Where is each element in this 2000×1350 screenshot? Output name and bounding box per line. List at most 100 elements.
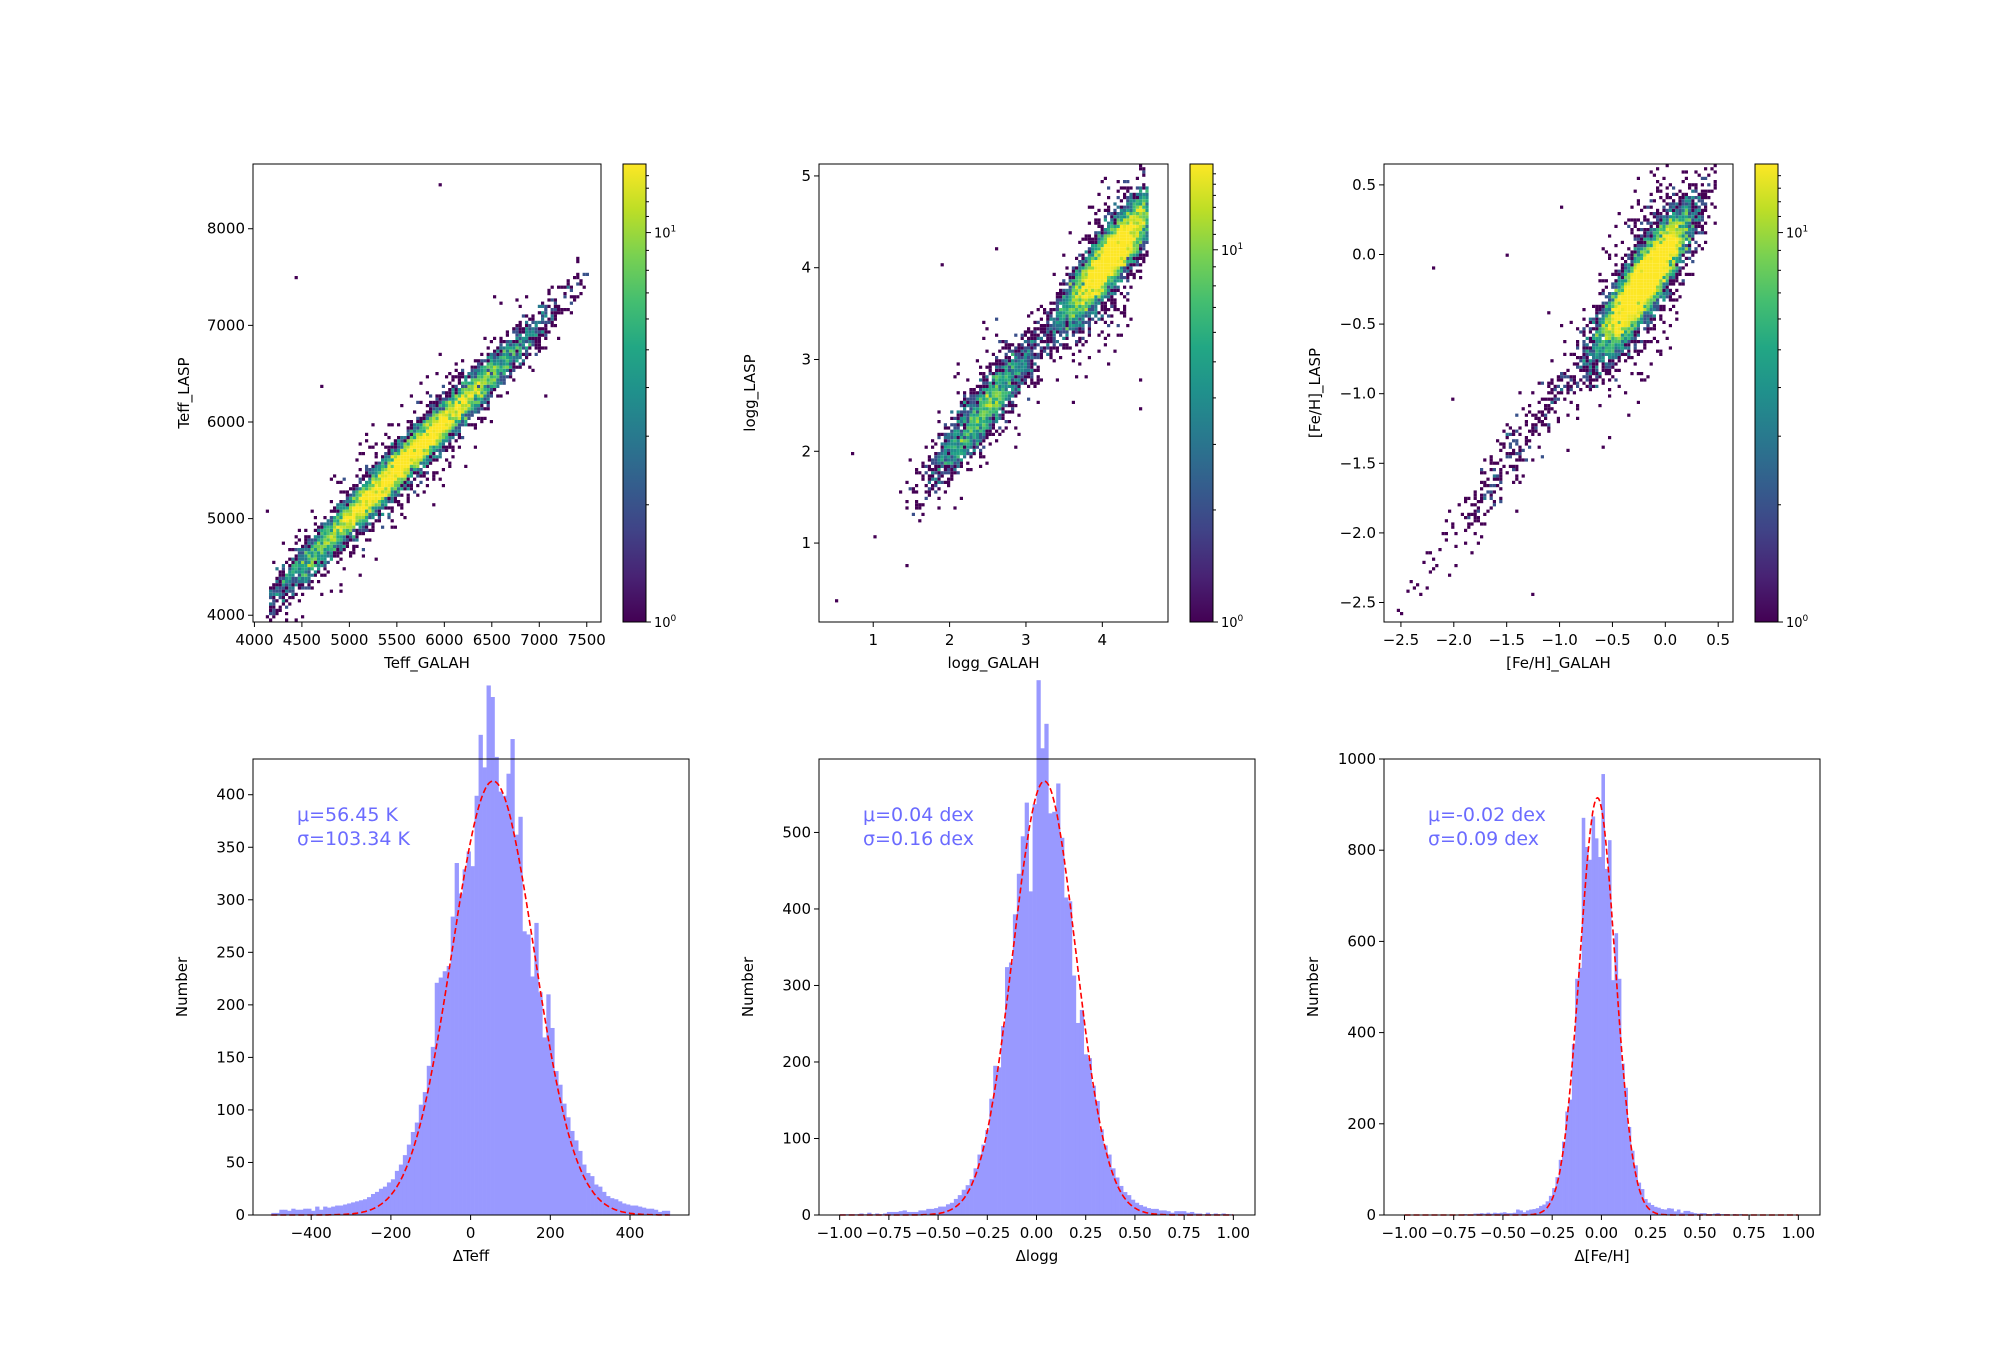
density-cell [1640,340,1644,344]
density-cell [451,445,455,449]
density-cell [502,349,506,353]
density-cell [975,420,979,424]
density-cell [1700,224,1704,228]
density-cell [1608,362,1612,366]
density-cell [1126,221,1130,225]
density-cell [1646,250,1650,254]
density-cell [966,452,970,456]
histogram-bar [942,1206,947,1215]
density-cell [406,474,410,478]
density-cell [1116,221,1120,225]
density-cell [1011,400,1015,404]
density-cell [1103,320,1107,324]
density-cell [1084,301,1088,305]
density-cell [448,416,452,420]
density-cell [294,592,298,596]
density-cell [1454,532,1458,536]
density-cell [281,541,285,545]
density-cell [1084,237,1088,241]
density-cell [1007,394,1011,398]
density-cell [1071,317,1075,321]
density-cell [390,448,394,452]
x-axis-label: ΔTeff [453,1247,490,1265]
density-cell [451,407,455,411]
density-cell [1614,368,1618,372]
density-cell [1601,346,1605,350]
density-cell [441,407,445,411]
density-cell [1704,196,1708,200]
density-cell [1467,516,1471,520]
density-cell [1588,352,1592,356]
density-cell [377,493,381,497]
density-cell [333,474,337,478]
density-cell [1608,388,1612,392]
density-cell [1123,247,1127,251]
density-cell [1011,352,1015,356]
density-cell [1620,282,1624,286]
density-cell [313,535,317,539]
density-cell [1512,464,1516,468]
density-cell [1624,260,1628,264]
density-cell [1659,285,1663,289]
density-cell [285,586,289,590]
colorbar-tick-label: 100 [654,614,677,631]
density-cell [1135,269,1139,273]
density-cell [1643,234,1647,238]
density-cell [982,429,986,433]
density-cell [374,442,378,446]
density-cell [1078,260,1082,264]
density-cell [1094,212,1098,216]
density-cell [371,474,375,478]
density-cell [1569,320,1573,324]
histogram-bar [426,1065,432,1215]
density-cell [435,439,439,443]
density-cell [416,452,420,456]
density-cell [1678,224,1682,228]
density-cell [1678,199,1682,203]
density-cell [1611,308,1615,312]
density-cell [1107,269,1111,273]
density-cell [1617,212,1621,216]
density-cell [1704,221,1708,225]
density-cell [1611,282,1615,286]
density-cell [502,365,506,369]
density-cell [1678,266,1682,270]
density-cell [1518,391,1522,395]
density-cell [1126,205,1130,209]
density-cell [1030,368,1034,372]
density-cell [915,484,919,488]
density-cell [1620,327,1624,331]
density-cell [1039,346,1043,350]
density-cell [1119,250,1123,254]
density-cell [943,426,947,430]
density-cell [911,512,915,516]
density-cell [1473,490,1477,494]
density-cell [985,413,989,417]
density-cell [1142,167,1146,171]
density-cell [1476,516,1480,520]
density-cell [1643,256,1647,260]
density-cell [512,340,516,344]
density-cell [998,368,1002,372]
density-cell [1103,336,1107,340]
density-cell [403,439,407,443]
density-cell [304,570,308,574]
density-cell [393,439,397,443]
density-cell [1592,336,1596,340]
density-cell [1078,276,1082,280]
density-cell [326,560,330,564]
density-cell [499,381,503,385]
density-cell [1017,381,1021,385]
density-cell [1126,324,1130,328]
density-cell [358,573,362,577]
density-cell [1643,314,1647,318]
density-cell [1100,263,1104,267]
density-cell [1129,212,1133,216]
density-cell [995,410,999,414]
density-cell [518,324,522,328]
density-cell [1697,208,1701,212]
density-cell [995,368,999,372]
density-cell [1110,285,1114,289]
density-cell [390,445,394,449]
density-cell [972,439,976,443]
